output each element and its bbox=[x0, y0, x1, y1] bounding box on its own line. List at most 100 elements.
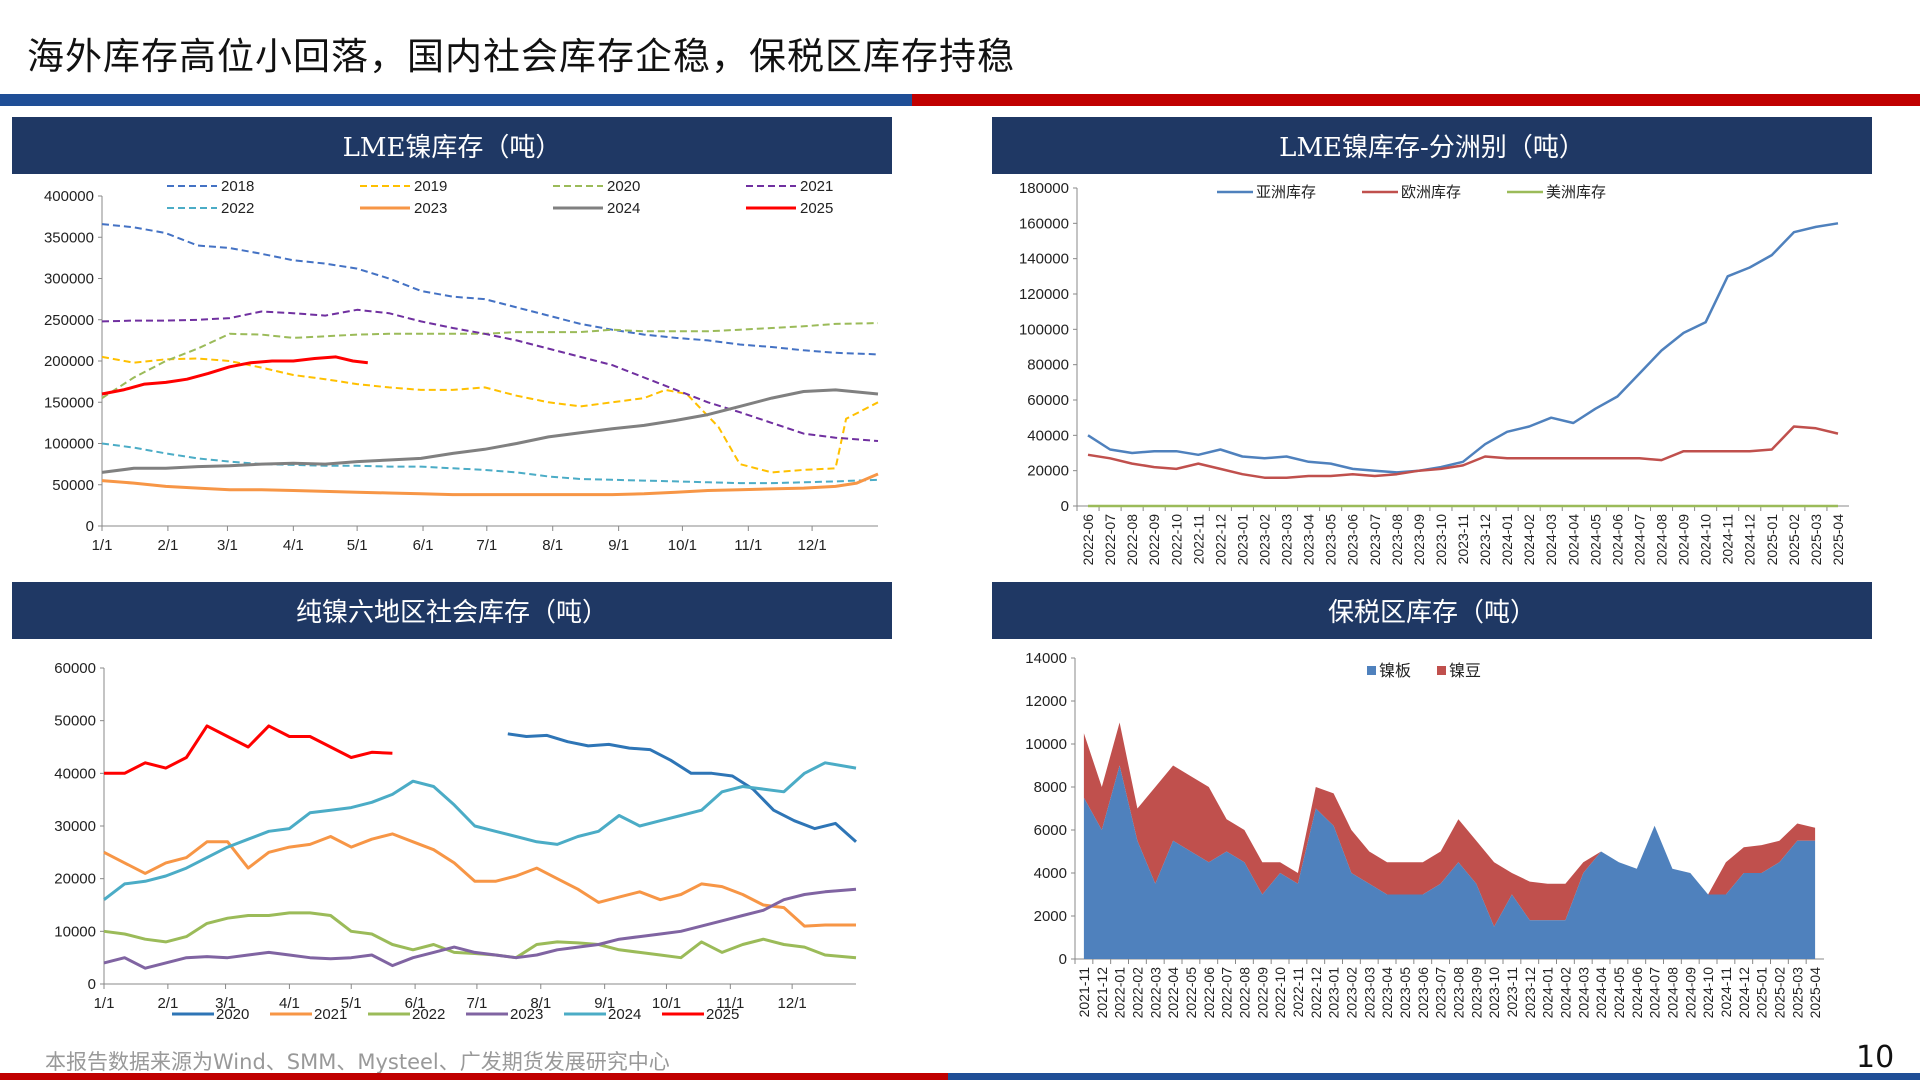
lme-legend-label-2024: 2024 bbox=[607, 200, 640, 217]
page-number: 10 bbox=[1856, 1040, 1895, 1075]
social-x-tick-label: 5/1 bbox=[341, 995, 362, 1012]
continent-y-tick-label: 60000 bbox=[1027, 392, 1069, 409]
chart-social-inventory: 0 10000 20000 30000 40000 50000 60000 1/1 2/1 3/1… bbox=[54, 660, 857, 1023]
bonded-x-tick-label: 2022-06 bbox=[1201, 967, 1217, 1019]
bonded-x-tick-label: 2024-07 bbox=[1647, 967, 1663, 1019]
social-series-2022 bbox=[103, 911, 857, 960]
social-legend-label-2025: 2025 bbox=[706, 1006, 739, 1023]
bonded-x-tick-label: 2022-09 bbox=[1254, 967, 1270, 1019]
social-legend-label-2021: 2021 bbox=[314, 1006, 347, 1023]
social-x-tick-label: 4/1 bbox=[279, 995, 300, 1012]
lme-y-tick-label: 50000 bbox=[52, 477, 94, 494]
bonded-x-tick-label: 2022-12 bbox=[1308, 967, 1324, 1019]
continent-y-tick-label: 140000 bbox=[1019, 251, 1069, 268]
continent-y-tick-label: 40000 bbox=[1027, 427, 1069, 444]
social-series-2020 bbox=[507, 732, 857, 843]
continent-legend-label-亚洲库存: 亚洲库存 bbox=[1256, 184, 1316, 201]
bonded-x-tick-label: 2024-11 bbox=[1718, 967, 1734, 1018]
bonded-x-tick-label: 2025-03 bbox=[1789, 967, 1805, 1019]
continent-x-tick-label: 2022-10 bbox=[1168, 514, 1184, 566]
bonded-y-tick-label: 12000 bbox=[1025, 693, 1067, 710]
continent-x-tick-label: 2022-08 bbox=[1124, 514, 1140, 566]
bonded-x-tick-label: 2024-05 bbox=[1611, 967, 1627, 1019]
continent-legend-label-欧洲库存: 欧洲库存 bbox=[1401, 184, 1461, 201]
bonded-x-tick-label: 2024-09 bbox=[1682, 967, 1698, 1019]
social-legend-label-2022: 2022 bbox=[412, 1006, 445, 1023]
continent-y-tick-label: 100000 bbox=[1019, 321, 1069, 338]
lme-x-tick-label: 6/1 bbox=[413, 537, 434, 554]
lme-x-tick-label: 2/1 bbox=[157, 537, 178, 554]
continent-x-tick-label: 2024-06 bbox=[1609, 514, 1625, 566]
continent-x-tick-label: 2022-07 bbox=[1102, 514, 1118, 566]
social-y-tick-label: 20000 bbox=[54, 871, 96, 888]
continent-x-tick-label: 2023-01 bbox=[1234, 514, 1250, 566]
continent-x-tick-label: 2025-01 bbox=[1764, 514, 1780, 566]
continent-x-tick-label: 2023-11 bbox=[1455, 514, 1471, 565]
lme-x-tick-label: 9/1 bbox=[608, 537, 629, 554]
chart-lme-inventory: 0 50000 100000 150000 200000 250000 300000 3500… bbox=[44, 178, 879, 554]
bonded-y-tick-label: 14000 bbox=[1025, 650, 1067, 667]
bonded-x-tick-label: 2022-08 bbox=[1236, 967, 1252, 1019]
bonded-x-tick-label: 2021-11 bbox=[1076, 967, 1092, 1018]
bonded-x-tick-label: 2023-02 bbox=[1343, 967, 1359, 1019]
bonded-y-tick-label: 4000 bbox=[1034, 865, 1067, 882]
bonded-y-tick-label: 6000 bbox=[1034, 822, 1067, 839]
continent-x-tick-label: 2022-12 bbox=[1212, 514, 1228, 566]
bonded-y-tick-label: 10000 bbox=[1025, 736, 1067, 753]
lme-y-tick-label: 250000 bbox=[44, 312, 94, 329]
bonded-x-tick-label: 2022-02 bbox=[1129, 967, 1145, 1019]
continent-x-tick-label: 2023-08 bbox=[1389, 514, 1405, 566]
social-x-tick-label: 12/1 bbox=[778, 995, 807, 1012]
lme-y-tick-label: 100000 bbox=[44, 436, 94, 453]
continent-x-tick-label: 2024-11 bbox=[1720, 514, 1736, 565]
social-legend-label-2020: 2020 bbox=[216, 1006, 249, 1023]
continent-x-tick-label: 2022-09 bbox=[1146, 514, 1162, 566]
lme-y-tick-label: 300000 bbox=[44, 271, 94, 288]
continent-x-tick-label: 2022-06 bbox=[1080, 514, 1096, 566]
footer-source: 本报告数据来源为Wind、SMM、Mysteel、广发期货发展研究中心 bbox=[45, 1050, 670, 1074]
bonded-y-tick-label: 8000 bbox=[1034, 779, 1067, 796]
panel-header-continent: LME镍库存-分洲别（吨） bbox=[992, 117, 1872, 174]
panel-title-social: 纯镍六地区社会库存（吨） bbox=[295, 598, 608, 628]
bonded-x-tick-label: 2023-11 bbox=[1504, 967, 1520, 1018]
lme-series-2018 bbox=[101, 223, 879, 356]
bonded-x-tick-label: 2022-10 bbox=[1272, 967, 1288, 1019]
continent-x-tick-label: 2023-10 bbox=[1433, 514, 1449, 566]
lme-series-2019 bbox=[101, 355, 879, 474]
social-x-tick-label: 8/1 bbox=[530, 995, 551, 1012]
social-y-tick-label: 30000 bbox=[54, 818, 96, 835]
bonded-area-镍板 bbox=[1083, 765, 1816, 959]
bonded-x-tick-label: 2023-03 bbox=[1361, 967, 1377, 1019]
panel-header-lme: LME镍库存（吨） bbox=[12, 117, 892, 174]
bonded-x-tick-label: 2025-02 bbox=[1771, 967, 1787, 1019]
bonded-legend-swatch-镍板 bbox=[1367, 666, 1376, 675]
continent-x-tick-label: 2024-03 bbox=[1543, 514, 1559, 566]
social-series-2024 bbox=[103, 761, 857, 901]
bonded-x-tick-label: 2021-12 bbox=[1094, 967, 1110, 1019]
bonded-x-tick-label: 2024-01 bbox=[1540, 967, 1556, 1019]
continent-x-tick-label: 2024-09 bbox=[1676, 514, 1692, 566]
panel-header-bonded: 保税区库存（吨） bbox=[992, 582, 1872, 639]
continent-x-tick-label: 2024-05 bbox=[1587, 514, 1603, 566]
continent-y-tick-label: 160000 bbox=[1019, 215, 1069, 232]
lme-legend-label-2020: 2020 bbox=[607, 178, 640, 195]
bonded-x-tick-label: 2022-07 bbox=[1219, 967, 1235, 1019]
lme-y-tick-label: 0 bbox=[86, 518, 94, 535]
continent-x-tick-label: 2023-04 bbox=[1301, 514, 1317, 566]
bonded-x-tick-label: 2024-03 bbox=[1575, 967, 1591, 1019]
lme-series-2022 bbox=[101, 442, 879, 485]
continent-x-tick-label: 2024-07 bbox=[1631, 514, 1647, 566]
lme-x-tick-label: 1/1 bbox=[92, 537, 113, 554]
continent-x-tick-label: 2023-03 bbox=[1279, 514, 1295, 566]
continent-x-tick-label: 2024-02 bbox=[1521, 514, 1537, 566]
bonded-x-tick-label: 2023-01 bbox=[1326, 967, 1342, 1019]
lme-series-2021 bbox=[101, 308, 879, 442]
bonded-x-tick-label: 2022-11 bbox=[1290, 967, 1306, 1018]
bonded-x-tick-label: 2024-02 bbox=[1557, 967, 1573, 1019]
lme-y-tick-label: 150000 bbox=[44, 394, 94, 411]
lme-x-tick-label: 4/1 bbox=[283, 537, 304, 554]
continent-x-tick-label: 2024-04 bbox=[1565, 514, 1581, 566]
lme-legend-label-2021: 2021 bbox=[800, 178, 833, 195]
lme-x-tick-label: 8/1 bbox=[542, 537, 563, 554]
lme-legend-label-2025: 2025 bbox=[800, 200, 833, 217]
